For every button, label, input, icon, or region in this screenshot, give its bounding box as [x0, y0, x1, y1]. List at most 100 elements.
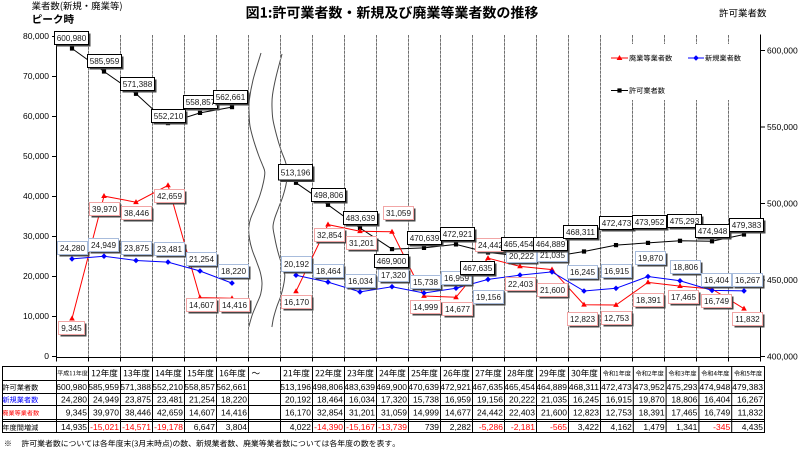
svg-text:10,000: 10,000 — [23, 311, 49, 321]
svg-text:470,639: 470,639 — [408, 382, 439, 392]
svg-text:19,156: 19,156 — [476, 293, 501, 302]
svg-text:22,403: 22,403 — [508, 280, 533, 289]
svg-text:500,000: 500,000 — [767, 199, 798, 209]
svg-text:21,600: 21,600 — [541, 408, 567, 418]
svg-text:450,000: 450,000 — [767, 275, 798, 285]
svg-text:18,464: 18,464 — [317, 394, 343, 404]
svg-text:585,959: 585,959 — [88, 382, 119, 392]
svg-text:585,959: 585,959 — [90, 57, 120, 66]
svg-text:17,320: 17,320 — [381, 394, 407, 404]
svg-text:-2,181: -2,181 — [511, 422, 535, 432]
svg-text:600,980: 600,980 — [56, 382, 87, 392]
svg-text:467,635: 467,635 — [463, 264, 493, 273]
svg-text:60,000: 60,000 — [23, 111, 49, 121]
svg-text:0: 0 — [44, 351, 49, 361]
svg-text:39,970: 39,970 — [92, 205, 117, 214]
svg-text:18,806: 18,806 — [671, 394, 697, 404]
svg-text:600,000: 600,000 — [767, 46, 798, 56]
svg-text:739: 739 — [425, 422, 439, 432]
svg-text:24,949: 24,949 — [91, 241, 116, 250]
svg-text:32,854: 32,854 — [317, 231, 342, 240]
svg-text:23,481: 23,481 — [157, 394, 183, 404]
svg-text:20,000: 20,000 — [23, 271, 49, 281]
svg-text:31,059: 31,059 — [381, 408, 407, 418]
svg-text:513,196: 513,196 — [280, 382, 311, 392]
svg-text:21,035: 21,035 — [540, 251, 565, 260]
svg-text:464,889: 464,889 — [536, 240, 566, 249]
svg-text:467,635: 467,635 — [472, 382, 503, 392]
svg-text:-14,390: -14,390 — [314, 422, 343, 432]
svg-text:24,280: 24,280 — [61, 394, 87, 404]
svg-text:473,952: 473,952 — [635, 218, 665, 227]
svg-text:21,035: 21,035 — [541, 394, 567, 404]
svg-text:17,465: 17,465 — [671, 408, 697, 418]
svg-text:16,267: 16,267 — [735, 276, 760, 285]
svg-text:16,404: 16,404 — [704, 276, 729, 285]
svg-text:20,222: 20,222 — [509, 394, 535, 404]
svg-text:21,254: 21,254 — [189, 255, 214, 264]
svg-text:16,267: 16,267 — [737, 394, 763, 404]
svg-text:18,391: 18,391 — [639, 408, 665, 418]
svg-text:39,970: 39,970 — [93, 408, 119, 418]
svg-text:20,192: 20,192 — [284, 260, 309, 269]
svg-text:31,059: 31,059 — [386, 209, 411, 218]
svg-text:4,022: 4,022 — [290, 422, 312, 432]
svg-text:38,446: 38,446 — [124, 209, 149, 218]
svg-text:24,442: 24,442 — [478, 241, 503, 250]
svg-text:472,473: 472,473 — [602, 219, 632, 228]
svg-text:23,875: 23,875 — [125, 394, 151, 404]
svg-text:475,293: 475,293 — [670, 217, 700, 226]
svg-text:469,900: 469,900 — [377, 257, 407, 266]
svg-text:468,311: 468,311 — [566, 228, 595, 237]
svg-text:80,000: 80,000 — [23, 31, 49, 41]
svg-text:472,921: 472,921 — [443, 230, 473, 239]
svg-text:1,479: 1,479 — [643, 422, 665, 432]
svg-text:571,388: 571,388 — [123, 80, 153, 89]
svg-text:483,639: 483,639 — [344, 382, 375, 392]
svg-text:50,000: 50,000 — [23, 151, 49, 161]
svg-text:400,000: 400,000 — [767, 352, 798, 362]
svg-text:16,170: 16,170 — [285, 408, 311, 418]
svg-text:19,156: 19,156 — [477, 394, 503, 404]
svg-text:475,293: 475,293 — [667, 382, 698, 392]
svg-text:20,222: 20,222 — [509, 252, 534, 261]
svg-text:-15,021: -15,021 — [90, 422, 119, 432]
svg-text:468,311: 468,311 — [569, 382, 599, 392]
svg-text:9,345: 9,345 — [66, 408, 88, 418]
svg-text:558,857: 558,857 — [186, 98, 216, 107]
svg-text:552,210: 552,210 — [154, 112, 184, 121]
svg-text:550,000: 550,000 — [767, 122, 798, 132]
svg-text:16,915: 16,915 — [606, 394, 632, 404]
svg-text:18,220: 18,220 — [221, 394, 247, 404]
svg-text:-15,167: -15,167 — [346, 422, 375, 432]
svg-text:22,403: 22,403 — [509, 408, 535, 418]
svg-text:12,753: 12,753 — [606, 408, 632, 418]
svg-text:11,832: 11,832 — [735, 315, 760, 324]
svg-text:30,000: 30,000 — [23, 231, 49, 241]
svg-text:42,659: 42,659 — [157, 192, 182, 201]
svg-text:498,806: 498,806 — [312, 382, 343, 392]
svg-text:6,647: 6,647 — [194, 422, 216, 432]
svg-text:3,422: 3,422 — [578, 422, 600, 432]
svg-text:600,980: 600,980 — [57, 34, 87, 43]
svg-text:38,446: 38,446 — [125, 408, 151, 418]
svg-text:513,196: 513,196 — [281, 168, 311, 177]
svg-text:24,442: 24,442 — [477, 408, 503, 418]
svg-text:14,607: 14,607 — [189, 301, 214, 310]
svg-text:15,738: 15,738 — [413, 278, 438, 287]
svg-text:16,959: 16,959 — [444, 274, 469, 283]
svg-text:474,948: 474,948 — [698, 227, 728, 236]
svg-text:479,383: 479,383 — [732, 221, 762, 230]
svg-text:9,345: 9,345 — [61, 324, 82, 333]
svg-text:1,341: 1,341 — [676, 422, 698, 432]
svg-text:470,639: 470,639 — [410, 234, 440, 243]
svg-text:558,857: 558,857 — [184, 382, 215, 392]
svg-text:24,280: 24,280 — [60, 244, 85, 253]
svg-text:16,245: 16,245 — [573, 394, 599, 404]
svg-text:14,607: 14,607 — [189, 408, 215, 418]
svg-text:4,162: 4,162 — [611, 422, 633, 432]
svg-text:464,889: 464,889 — [536, 382, 567, 392]
svg-text:571,388: 571,388 — [120, 382, 151, 392]
svg-text:14,416: 14,416 — [222, 301, 247, 310]
svg-text:14,999: 14,999 — [413, 408, 439, 418]
